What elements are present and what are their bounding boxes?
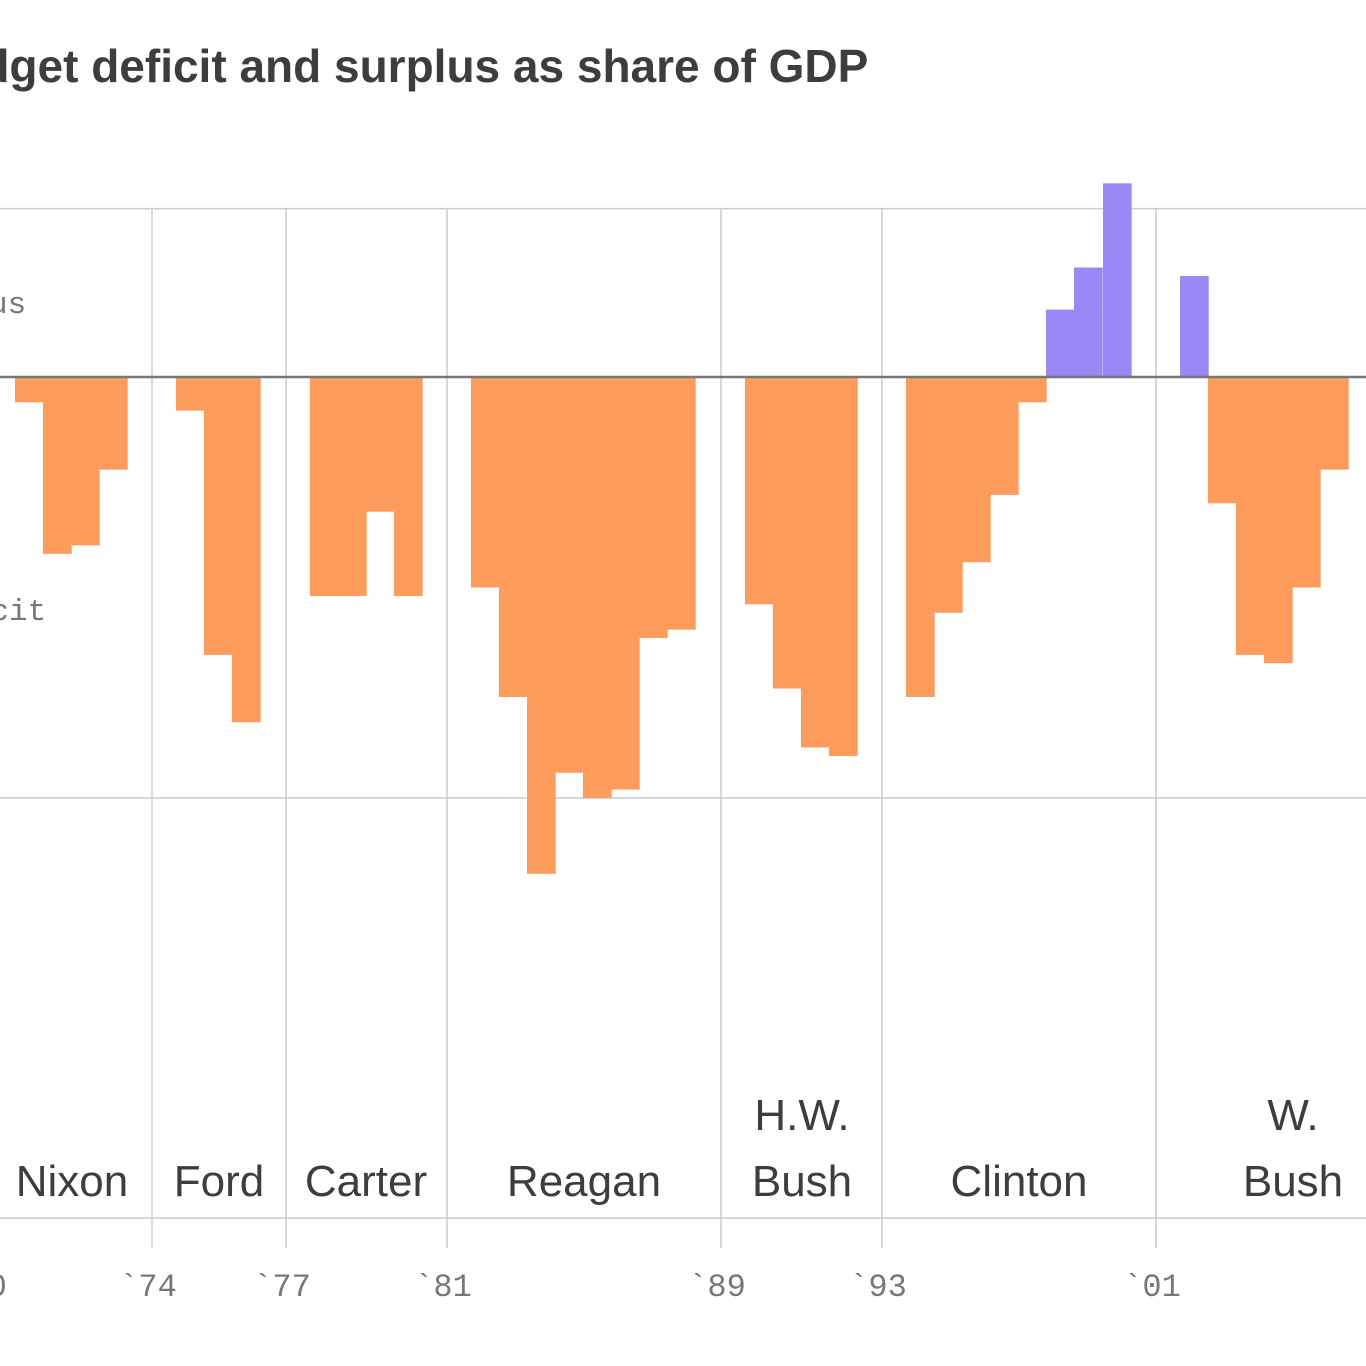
bar-1976	[232, 377, 261, 723]
bar-1975	[204, 377, 233, 655]
bar-1993	[906, 377, 935, 697]
president-label-line2: Bush	[752, 1157, 852, 1206]
bar-1989	[745, 377, 774, 605]
bar-2000	[1103, 183, 1132, 377]
bar-2006	[1320, 377, 1349, 470]
x-tick-label: `70	[0, 1269, 7, 1306]
president-label: Ford	[174, 1157, 264, 1206]
bar-1998	[1046, 309, 1075, 377]
bar-1990	[773, 377, 802, 689]
x-tick-label: `01	[1123, 1269, 1181, 1306]
x-tick-label: `81	[414, 1269, 472, 1306]
chart-title: Budget deficit and surplus as share of G…	[0, 40, 868, 92]
bar-1980	[394, 377, 423, 596]
president-label: Carter	[305, 1157, 427, 1206]
bar-1987	[639, 377, 668, 639]
x-tick-label: `77	[253, 1269, 311, 1306]
president-label: Clinton	[951, 1157, 1088, 1206]
president-label-line2: Bush	[1243, 1157, 1343, 1206]
bar-1973	[99, 377, 128, 470]
bar-1977	[310, 377, 339, 596]
bar-2005	[1292, 377, 1321, 588]
bar-1997	[1018, 377, 1047, 403]
president-label: H.W.	[754, 1091, 849, 1140]
bar-1983	[527, 377, 556, 874]
bar-2004	[1264, 377, 1293, 664]
president-label: W.	[1267, 1091, 1318, 1140]
bar-1982	[499, 377, 528, 697]
gridlines	[0, 207, 1366, 1248]
x-tick-label: `93	[849, 1269, 907, 1306]
bar-1995	[962, 377, 991, 563]
deficit-label: Deficit	[0, 595, 46, 630]
bar-2003	[1236, 377, 1265, 655]
president-labels: Nixon Ford Carter Reagan H.W. Bush Clinton W. Bu…	[16, 1091, 1343, 1206]
bar-1971	[43, 377, 72, 554]
bar-1979	[366, 377, 395, 512]
bar-1985	[583, 377, 612, 798]
bar-2001	[1180, 275, 1209, 377]
bar-1970	[15, 377, 44, 403]
bar-1981	[471, 377, 500, 588]
bar-1972	[71, 377, 100, 546]
bar-1974	[176, 377, 205, 411]
x-tick-labels: `70 `74 `77 `81 `89 `93 `01	[0, 1269, 1181, 1306]
bar-1996	[990, 377, 1019, 495]
president-label: Reagan	[507, 1157, 661, 1206]
bars	[15, 183, 1349, 874]
bar-1986	[611, 377, 640, 790]
bar-2002	[1208, 377, 1237, 504]
bar-1988	[667, 377, 696, 630]
x-tick-label: `74	[119, 1269, 177, 1306]
bar-1978	[338, 377, 367, 596]
surplus-label: Surplus	[0, 288, 26, 323]
bar-1992	[829, 377, 858, 756]
bar-1999	[1074, 267, 1103, 377]
bar-1984	[555, 377, 584, 773]
bar-1991	[801, 377, 830, 748]
x-tick-label: `89	[688, 1269, 746, 1306]
president-label: Nixon	[16, 1157, 129, 1206]
bar-1994	[934, 377, 963, 613]
